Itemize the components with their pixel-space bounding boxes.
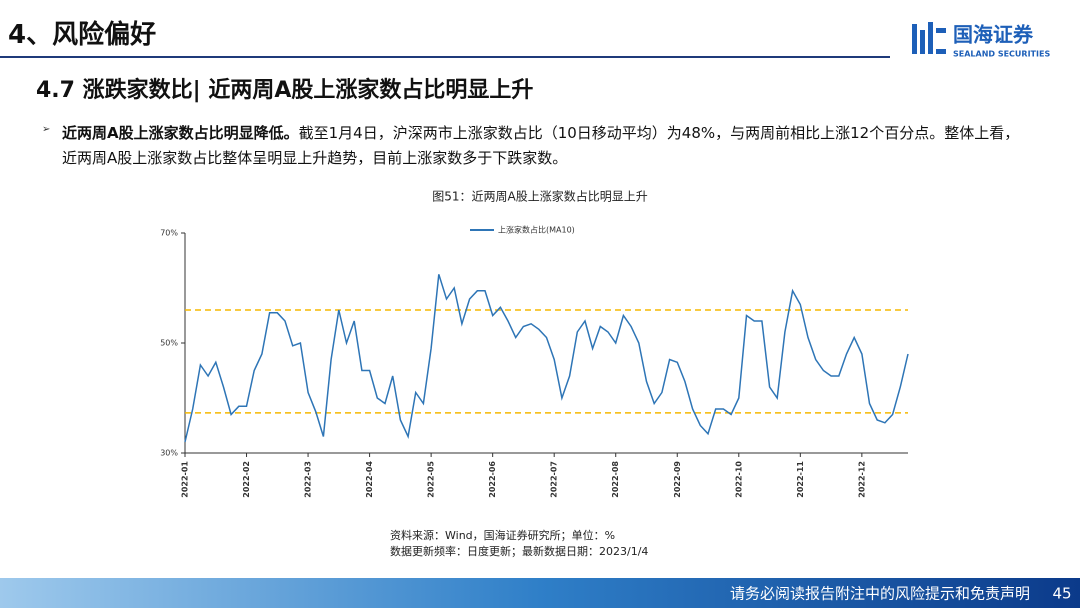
x-tick-label: 2022-06: [488, 461, 497, 498]
bullet-icon: ➢: [42, 124, 51, 135]
x-tick-label: 2022-04: [365, 461, 374, 498]
x-tick-label: 2022-11: [796, 461, 805, 498]
footer-bar: [0, 578, 1080, 608]
legend-label: 上涨家数占比(MA10): [498, 225, 575, 235]
x-tick-label: 2022-08: [611, 461, 620, 498]
x-tick-label: 2022-12: [857, 461, 866, 498]
header-title: 4、风险偏好: [8, 20, 157, 50]
x-tick-label: 2022-03: [304, 461, 313, 498]
logo-icon: [912, 22, 946, 54]
x-tick-label: 2022-10: [734, 461, 743, 498]
bullet-text: 截至1月4日，沪深两市上涨家数占比（10日移动平均）为48%，与两周前相比上涨1…: [62, 124, 1020, 167]
x-tick-label: 2022-09: [673, 461, 682, 498]
bullet-bold: 近两周A股上涨家数占比明显降低。: [62, 124, 299, 142]
logo-en: SEALAND SECURITIES: [953, 50, 1050, 59]
footer-disclaimer: 请务必阅读报告附注中的风险提示和免责声明: [730, 585, 1030, 603]
bullet-paragraph: 近两周A股上涨家数占比明显降低。截至1月4日，沪深两市上涨家数占比（10日移动平…: [62, 121, 1022, 171]
source: 数据更新频率：日度更新；最新数据日期：2023/1/4: [390, 544, 648, 558]
logo-cn: 国海证券: [953, 23, 1034, 47]
x-tick-label: 2022-05: [427, 461, 436, 498]
y-tick-label: 30%: [160, 449, 178, 458]
x-tick-label: 2022-01: [181, 461, 190, 498]
x-tick-label: 2022-07: [550, 461, 559, 498]
source: 资料来源：Wind，国海证券研究所；单位：%: [390, 528, 615, 542]
x-tick-label: 2022-02: [242, 461, 251, 498]
series-line: [184, 274, 909, 443]
page-number: 45: [1052, 585, 1071, 603]
y-tick-label: 70%: [160, 229, 178, 238]
y-tick-label: 50%: [160, 339, 178, 348]
chart-title: 图51：近两周A股上涨家数占比明显上升: [432, 189, 647, 204]
section-title: 4.7 涨跌家数比| 近两周A股上涨家数占比明显上升: [36, 78, 534, 103]
